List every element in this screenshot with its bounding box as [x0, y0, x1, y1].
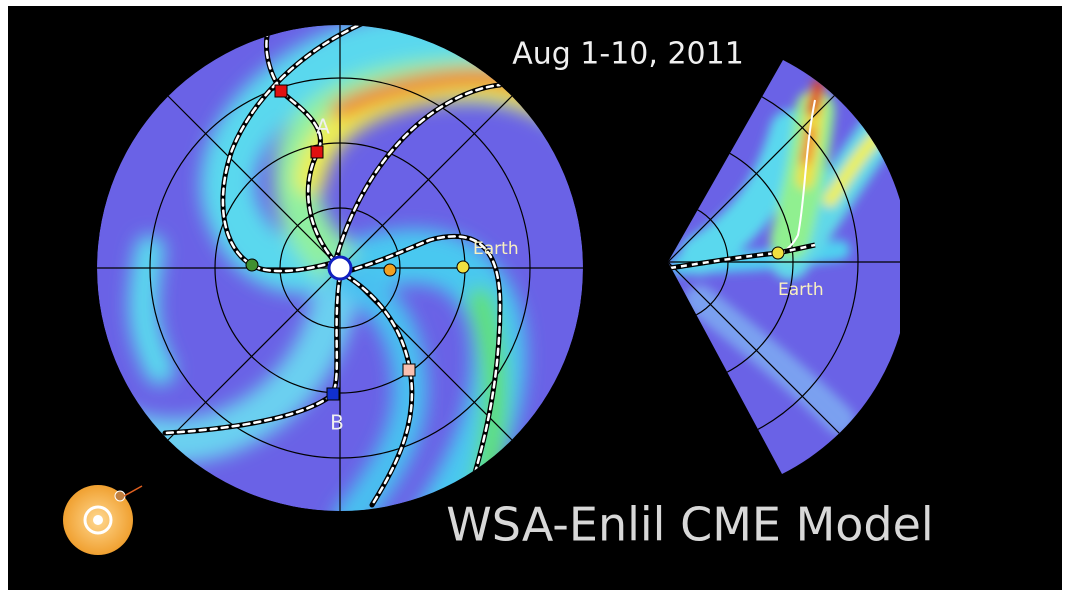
marker-red	[274, 84, 288, 98]
orbit-icon	[63, 485, 143, 555]
model-title: WSA-Enlil CME Model	[446, 498, 933, 552]
marker-a	[310, 145, 324, 159]
marker-earth	[456, 260, 470, 274]
sun-center	[327, 255, 353, 281]
marker-green	[245, 258, 259, 272]
label-earth: Earth	[473, 239, 519, 259]
marker-orange	[383, 263, 397, 277]
marker-earth-right	[771, 246, 785, 260]
label-b: B	[330, 411, 344, 435]
marker-b	[326, 387, 340, 401]
label-earth-right: Earth	[778, 280, 824, 300]
marker-pink	[402, 363, 416, 377]
label-a: A	[316, 115, 330, 139]
date-label: Aug 1-10, 2011	[512, 37, 744, 72]
